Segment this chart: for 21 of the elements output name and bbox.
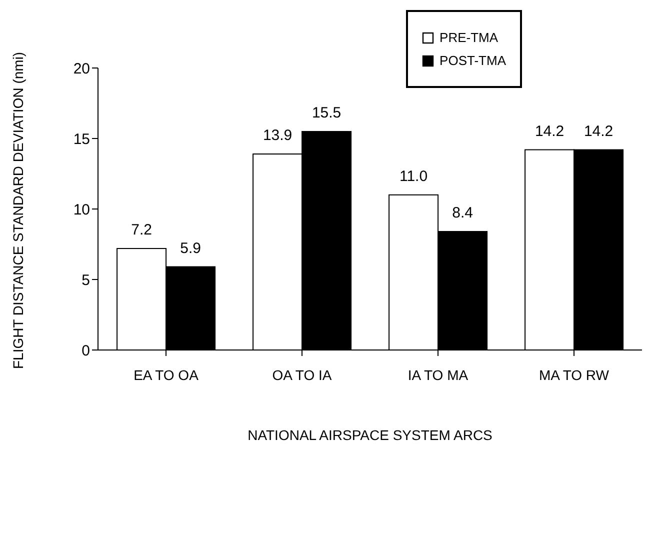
y-tick-label: 0 <box>82 342 90 360</box>
y-tick-label: 10 <box>73 201 90 218</box>
x-tick-label: OA TO IA <box>272 366 332 383</box>
data-label: 8.4 <box>452 204 473 222</box>
y-tick-label: 20 <box>73 60 90 78</box>
data-label: 5.9 <box>180 240 201 257</box>
data-label: 15.5 <box>312 104 342 122</box>
x-tick-label: EA TO OA <box>134 366 200 383</box>
data-label: 14.2 <box>584 122 614 140</box>
y-tick-label: 5 <box>82 272 90 289</box>
data-label: 14.2 <box>534 122 564 140</box>
y-axis-title: FLIGHT DISTANCE STANDARD DEVIATION (nmi) <box>10 52 26 369</box>
x-tick-label: IA TO MA <box>408 366 469 383</box>
data-label: 7.2 <box>131 221 152 238</box>
data-label: 13.9 <box>262 127 292 144</box>
legend-label: POST-TMA <box>440 53 506 68</box>
data-label: 11.0 <box>399 168 428 185</box>
legend-label: PRE-TMA <box>440 30 498 45</box>
x-tick-label: MA TO RW <box>538 366 610 383</box>
y-tick-label: 15 <box>73 130 90 148</box>
x-axis-title: NATIONAL AIRSPACE SYSTEM ARCS <box>248 427 492 443</box>
